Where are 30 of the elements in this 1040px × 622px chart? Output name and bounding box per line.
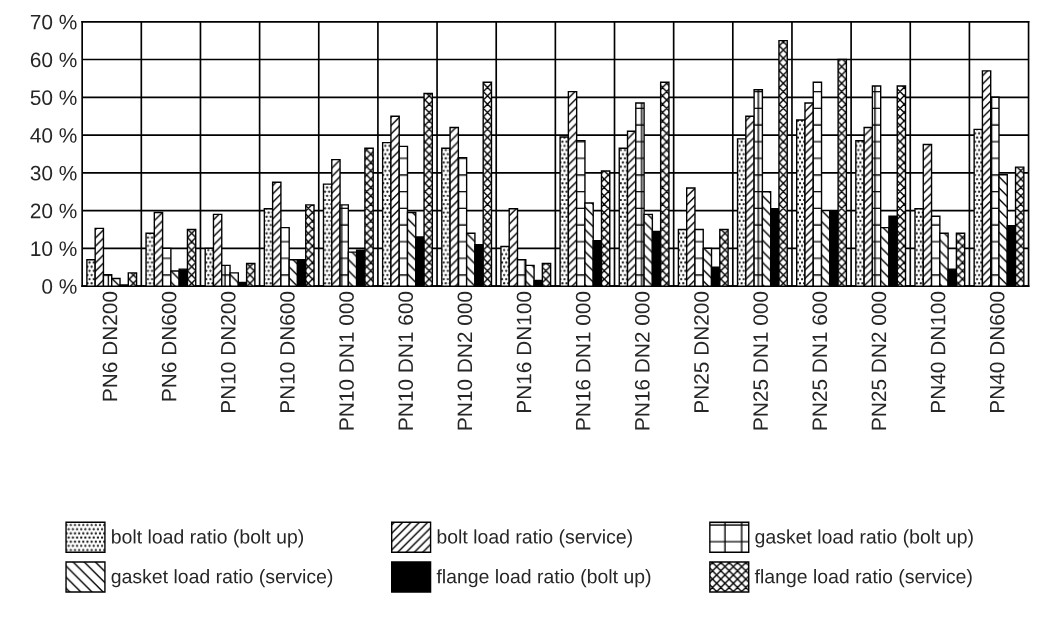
x-tick-label: PN16 DN100 (516, 291, 532, 413)
x-tick-label: PN16 DN2 000 (634, 291, 650, 430)
legend-label: flange load ratio (bolt up) (436, 569, 651, 588)
y-tick-label: 0 % (42, 279, 77, 294)
legend-label: gasket load ratio (service) (111, 569, 333, 588)
y-tick-label: 70 % (30, 14, 77, 30)
legend-label: flange load ratio (service) (754, 569, 972, 588)
x-tick-label: PN16 DN1 000 (575, 291, 591, 430)
y-tick-label: 60 % (30, 52, 77, 68)
x-tick-label: PN25 DN200 (694, 291, 709, 413)
y-tick-label: 40 % (30, 128, 77, 143)
x-tick-label: PN25 DN2 000 (871, 291, 887, 430)
x-tick-label: PN6 DN200 (102, 291, 118, 401)
y-tick-label: 20 % (30, 203, 77, 219)
y-tick-label: 10 % (31, 241, 77, 257)
x-tick-label: PN10 DN1 600 (398, 291, 414, 430)
x-tick-label: PN6 DN600 (161, 291, 177, 401)
x-tick-label: PN10 DN2 000 (457, 291, 473, 430)
x-tick-label: PN25 DN1 000 (753, 291, 768, 430)
legend-label: gasket load ratio (bolt up) (755, 529, 973, 548)
legend-label: bolt load ratio (service) (437, 529, 632, 548)
y-tick-label: 50 % (30, 90, 77, 106)
x-tick-label: PN10 DN200 (220, 291, 236, 413)
x-tick-label: PN40 DN100 (930, 291, 946, 413)
legend-label: bolt load ratio (bolt up) (112, 529, 304, 548)
y-tick-label: 30 % (30, 165, 77, 181)
x-tick-label: PN40 DN600 (989, 291, 1005, 413)
x-tick-label: PN10 DN600 (280, 291, 295, 413)
x-tick-label: PN25 DN1 600 (812, 291, 828, 430)
x-tick-label: PN10 DN1 000 (339, 291, 354, 430)
